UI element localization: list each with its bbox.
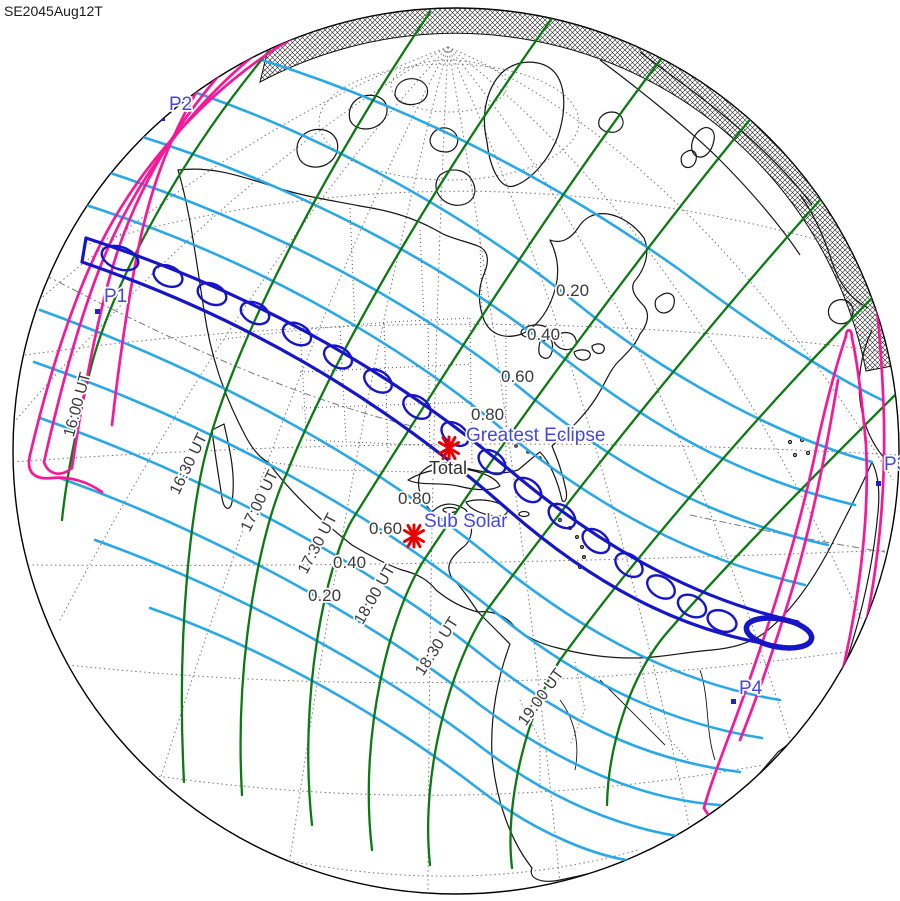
continents xyxy=(177,51,889,882)
magnitude-label-ne-020: 0.20 xyxy=(556,281,589,300)
coast-baja xyxy=(211,423,234,509)
magnitude-label-ne-040: 0.40 xyxy=(527,325,560,344)
magnitude-label-sw-080: 0.80 xyxy=(398,489,431,508)
graticule xyxy=(13,46,899,894)
map-title: SE2045Aug12T xyxy=(4,3,103,19)
time-curves xyxy=(60,10,897,870)
umbra-shadow-outlines xyxy=(100,244,738,634)
coast-hispaniola xyxy=(465,499,508,517)
magnitude-label-sw-040: 0.40 xyxy=(333,553,366,572)
coast-greenland xyxy=(483,61,565,187)
umbra-sunset-ellipse xyxy=(743,615,815,651)
umbral-path-north-edge xyxy=(84,236,800,624)
contact-point-label-p2: P2 xyxy=(169,94,192,115)
magnitude-label-ne-080: 0.80 xyxy=(471,405,504,424)
sub-solar-marker xyxy=(403,523,425,549)
political-borders xyxy=(215,207,691,790)
p3-dot xyxy=(876,481,881,486)
event-markers xyxy=(403,435,460,549)
contact-point-label-p1: P1 xyxy=(104,286,127,307)
magnitude-contours xyxy=(32,58,884,864)
coast-iceland xyxy=(598,111,624,133)
magnitude-label-sw-060: 0.60 xyxy=(369,519,402,538)
magnitude-label-ne-060: 0.60 xyxy=(501,367,534,386)
greatest-eclipse-marker xyxy=(438,435,460,461)
coast-cuba xyxy=(407,467,501,491)
coast-south-america xyxy=(477,461,880,882)
coast-north-america xyxy=(177,168,649,613)
p4-dot xyxy=(731,699,736,704)
sub-solar-label: Sub Solar xyxy=(424,511,508,532)
p1-dot xyxy=(95,309,100,314)
coast-newfoundland xyxy=(654,292,675,314)
contact-point-label-p4: P4 xyxy=(739,678,763,699)
greatest-eclipse-label: Greatest Eclipse xyxy=(466,425,605,446)
total-label: Total xyxy=(429,458,467,478)
contact-point-label-p3: P3 xyxy=(884,454,900,475)
umbral-path xyxy=(80,236,815,651)
magnitude-label-sw-020: 0.20 xyxy=(308,586,341,605)
umbral-path-south-edge xyxy=(80,260,798,650)
